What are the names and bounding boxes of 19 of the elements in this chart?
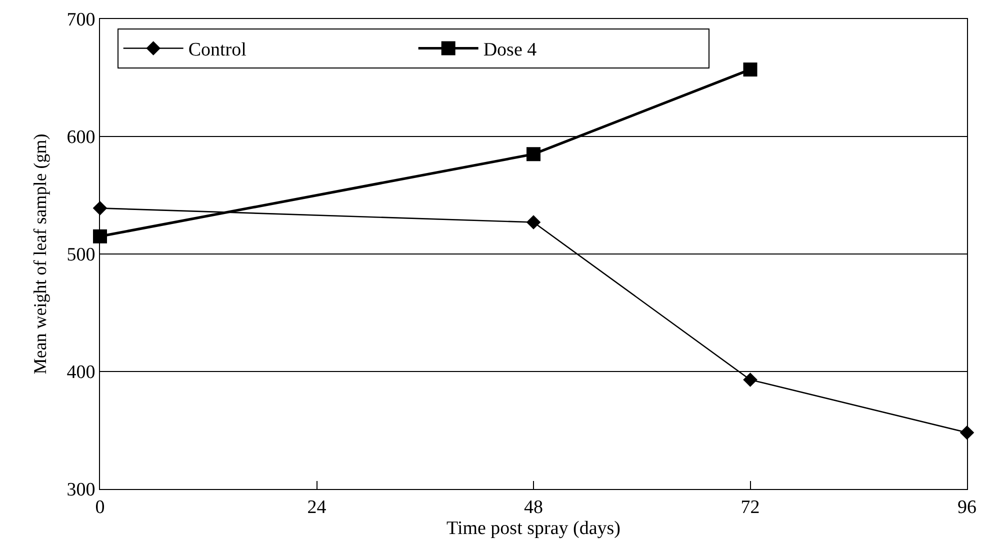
legend-label: Dose 4 [483,40,538,61]
x-tick-label: 96 [958,496,976,518]
y-tick-label: 700 [66,10,96,31]
y-tick-label: 600 [66,127,96,148]
x-tick-label: 0 [95,496,105,518]
point [743,62,758,77]
x-tick-label: 48 [524,496,543,518]
x-axis-title: Time post spray (days) [446,518,620,539]
y-axis-title: Mean weight of leaf sample (gm) [30,134,50,374]
y-tick-label: 400 [66,362,96,384]
point [743,372,758,387]
y-tick-label: 500 [66,244,96,266]
legend-label: Control [188,40,246,61]
point [93,229,107,244]
x-tick-label: 24 [307,496,327,518]
point [526,147,540,162]
point [526,215,541,230]
x-tick-label: 72 [740,496,760,518]
y-tick-label: 300 [66,480,96,501]
